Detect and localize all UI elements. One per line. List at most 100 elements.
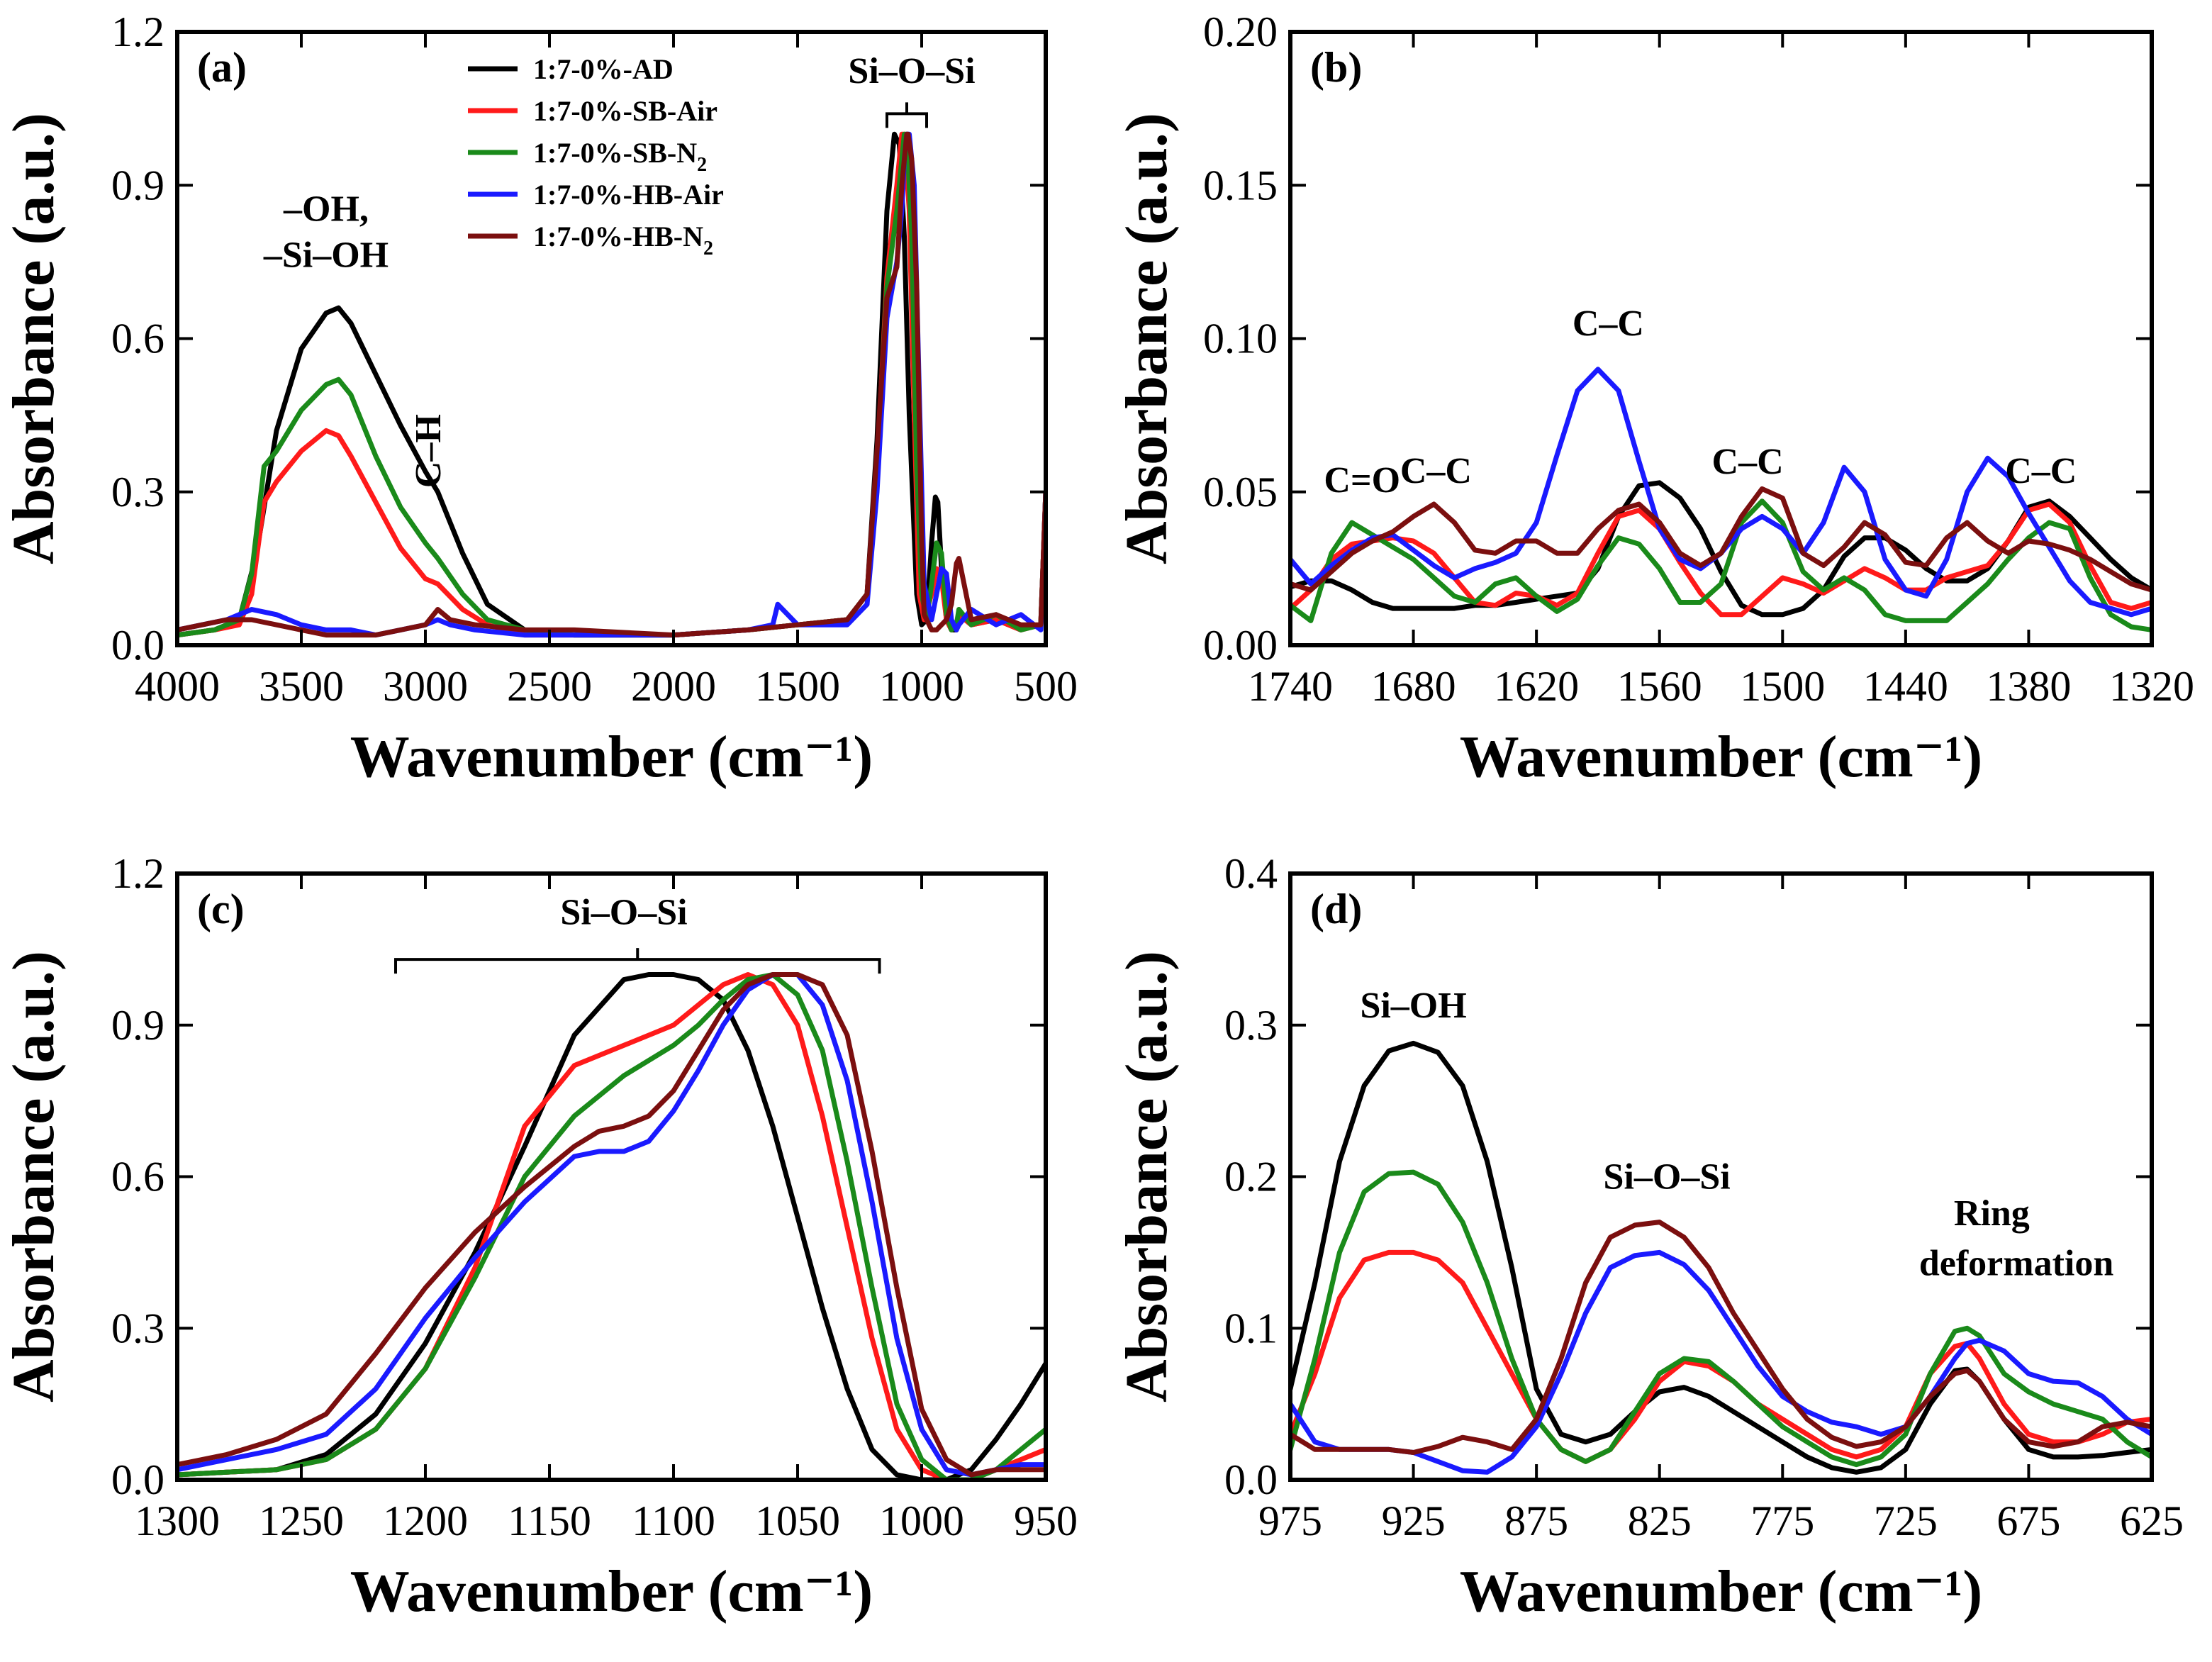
- series-line-1:7-0%-HB-N2: [1290, 486, 2152, 593]
- annotation: C–C: [1712, 442, 1784, 482]
- y-axis-label: Absorbance (a.u.): [1, 951, 67, 1402]
- x-tick-label: 1250: [259, 1498, 344, 1544]
- peak-bracket: [886, 102, 928, 128]
- x-tick-label: 4000: [135, 663, 220, 710]
- annotation: C–H: [408, 414, 449, 488]
- y-tick-label: 0.6: [111, 316, 164, 362]
- x-tick-label: 1050: [755, 1498, 840, 1544]
- legend-label: 1:7-0%-HB-Air: [533, 179, 724, 211]
- x-tick-label: 625: [2120, 1498, 2184, 1544]
- annotation: –Si–OH: [263, 235, 389, 276]
- x-tick-label: 1000: [879, 663, 964, 710]
- series-group: [177, 131, 1046, 638]
- annotation: –OH,: [283, 189, 369, 230]
- legend-label: 1:7-0%-AD: [533, 53, 674, 85]
- x-tick-label: 675: [1996, 1498, 2060, 1544]
- annotation: Ring: [1954, 1193, 2030, 1234]
- x-tick-label: 1100: [632, 1498, 715, 1544]
- x-tick-label: 1560: [1617, 663, 1702, 710]
- legend-label: 1:7-0%-SB-N2: [533, 137, 707, 176]
- x-tick-label: 1440: [1863, 663, 1948, 710]
- y-tick-label: 0.4: [1224, 850, 1278, 897]
- y-tick-label: 0.9: [111, 162, 164, 208]
- panel-c: 1300 1250 1200 1150 1100 1050 1000 950 0.0 0.3 0.6…: [1, 850, 1078, 1624]
- x-axis-label: Wavenumber (cm⁻¹): [1460, 724, 1983, 790]
- series-line-1:7-0%-SB-N2: [1290, 1169, 2152, 1468]
- series-line-1:7-0%-HB-N2: [1290, 1220, 2152, 1455]
- x-tick-label: 1680: [1371, 663, 1456, 710]
- legend: 1:7-0%-AD1:7-0%-SB-Air1:7-0%-SB-N21:7-0%…: [468, 53, 724, 260]
- peak-bracket: [394, 948, 881, 974]
- x-tick-label: 725: [1874, 1498, 1938, 1544]
- x-axis-label: Wavenumber (cm⁻¹): [1460, 1558, 1983, 1624]
- series-line-1:7-0%-HB-Air: [1290, 1249, 2152, 1475]
- x-tick-label: 1300: [135, 1498, 220, 1544]
- x-tick-label: 1150: [508, 1498, 591, 1544]
- x-tick-label: 1000: [879, 1498, 964, 1544]
- panel-d: 975 925 875 825 775 725 675 625 0.0 0.1 0.2 0.3 0.4 W…: [1114, 850, 2184, 1624]
- x-tick-label: 925: [1382, 1498, 1446, 1544]
- y-axis-label: Absorbance (a.u.): [1, 113, 67, 564]
- annotation: C=O: [1324, 460, 1400, 501]
- y-tick-label: 0.1: [1224, 1305, 1278, 1351]
- series-line-1:7-0%-SB-Air: [1290, 1249, 2152, 1464]
- y-tick-label: 0.2: [1224, 1154, 1278, 1200]
- x-tick-label: 1200: [383, 1498, 468, 1544]
- y-axis-label: Absorbance (a.u.): [1114, 113, 1180, 564]
- series-line-1:7-0%-SB-N2: [177, 972, 1046, 1480]
- x-tick-label: 975: [1258, 1498, 1322, 1544]
- series-line-1:7-0%-HB-N2: [177, 972, 1046, 1478]
- panel-a: 4000 3500 3000 2500 2000 1500 1000 500 0.0 0.3 0.6…: [1, 9, 1078, 790]
- x-tick-label: 3000: [383, 663, 468, 710]
- panel-label: (c): [197, 886, 245, 932]
- x-tick-label: 2500: [507, 663, 592, 710]
- y-tick-label: 0.05: [1203, 469, 1278, 515]
- y-tick-label: 1.2: [111, 850, 164, 897]
- y-tick-label: 0.3: [111, 1305, 164, 1351]
- annotation: C–C: [2005, 451, 2077, 491]
- legend-label: 1:7-0%-HB-N2: [533, 221, 713, 260]
- series-line-1:7-0%-SB-N2: [1290, 498, 2152, 632]
- y-tick-label: 1.2: [111, 9, 164, 55]
- x-tick-label: 875: [1504, 1498, 1568, 1544]
- x-tick-label: 1380: [1986, 663, 2071, 710]
- legend-label: 1:7-0%-SB-Air: [533, 95, 717, 127]
- y-tick-label: 0.6: [111, 1154, 164, 1200]
- series-line-1:7-0%-SB-Air: [1290, 501, 2152, 618]
- y-tick-label: 0.0: [111, 1456, 164, 1503]
- x-tick-label: 500: [1014, 663, 1078, 710]
- y-tick-label: 0.9: [111, 1002, 164, 1049]
- series-group: [1290, 367, 2152, 632]
- y-tick-label: 0.00: [1203, 622, 1278, 669]
- y-tick-label: 0.15: [1203, 162, 1278, 208]
- x-tick-label: 775: [1750, 1498, 1814, 1544]
- panel-b: 1740 1680 1620 1560 1500 1440 1380 1320 0.00 0.05…: [1114, 9, 2194, 790]
- annotation: Si–O–Si: [848, 51, 975, 91]
- series-group: [177, 972, 1046, 1480]
- x-tick-label: 1500: [1740, 663, 1825, 710]
- x-tick-label: 2000: [631, 663, 716, 710]
- panel-label: (d): [1310, 886, 1362, 932]
- y-tick-label: 0.3: [1224, 1002, 1278, 1049]
- annotation: C–C: [1400, 451, 1472, 491]
- y-tick-label: 0.0: [111, 622, 164, 669]
- panel-label: (b): [1310, 44, 1362, 91]
- x-axis-label: Wavenumber (cm⁻¹): [350, 1558, 873, 1624]
- annotation: Si–O–Si: [560, 892, 687, 932]
- x-tick-label: 825: [1628, 1498, 1692, 1544]
- series-line-1:7-0%-HB-N2: [177, 131, 1046, 638]
- y-tick-label: 0.3: [111, 469, 164, 515]
- y-tick-label: 0.10: [1203, 316, 1278, 362]
- x-tick-label: 1500: [755, 663, 840, 710]
- annotation: C–C: [1573, 303, 1644, 344]
- annotation: deformation: [1919, 1243, 2113, 1283]
- annotation: Si–O–Si: [1604, 1157, 1731, 1198]
- series-line-1:7-0%-HB-Air: [177, 972, 1046, 1478]
- x-tick-label: 1320: [2109, 663, 2194, 710]
- x-tick-label: 950: [1014, 1498, 1078, 1544]
- x-tick-label: 1740: [1248, 663, 1333, 710]
- x-tick-label: 1620: [1494, 663, 1579, 710]
- y-tick-label: 0.0: [1224, 1456, 1278, 1503]
- x-tick-label: 3500: [259, 663, 344, 710]
- panel-label: (a): [197, 44, 247, 91]
